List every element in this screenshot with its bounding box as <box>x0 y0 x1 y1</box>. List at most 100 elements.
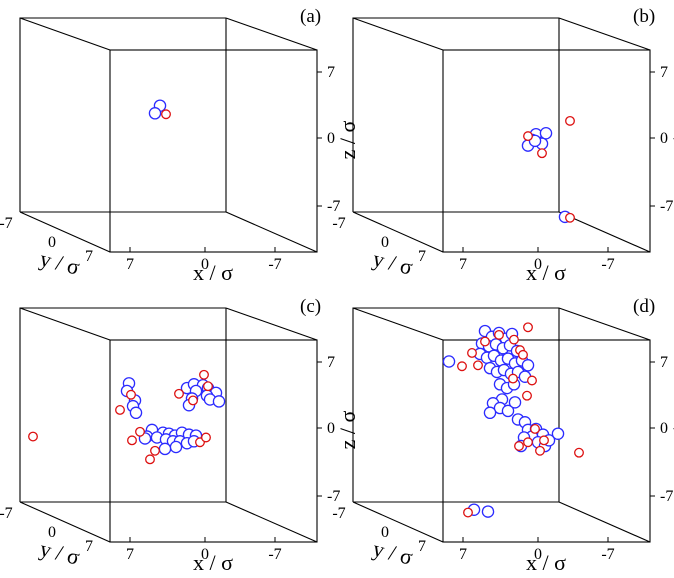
particle-red <box>199 369 209 380</box>
particle-blue <box>148 107 162 120</box>
cube-edge <box>225 501 318 543</box>
y-axis-label: y / σ <box>370 536 415 570</box>
particle-red <box>523 322 533 333</box>
particle-red <box>509 334 519 345</box>
z-tick-label: 7 <box>660 354 668 371</box>
cube-edge <box>352 307 444 341</box>
particle-red <box>115 405 125 415</box>
cube-front-face <box>442 339 651 543</box>
z-tick-label: 7 <box>327 64 335 81</box>
particle-blue <box>169 440 183 454</box>
x-tick-label: -7 <box>601 256 614 273</box>
y-tick-label: -7 <box>332 505 345 522</box>
cube-back-edges <box>352 17 559 212</box>
particle-blue <box>551 427 565 440</box>
z-tick-label: -7 <box>327 488 340 505</box>
particle-blue <box>483 406 497 420</box>
particle-red <box>537 148 547 159</box>
cube-edge <box>19 501 111 543</box>
particle-red <box>530 424 540 434</box>
y-tick-label: 0 <box>381 234 389 251</box>
x-tick-label: 7 <box>126 546 134 563</box>
particle-red <box>463 507 473 518</box>
cube-edge <box>558 17 651 51</box>
particle-red <box>135 426 145 437</box>
cube-edge <box>225 17 318 51</box>
particle-red <box>522 390 532 401</box>
x-tick-label: 0 <box>534 256 542 273</box>
particle-red <box>514 441 524 452</box>
particle-red <box>161 109 171 120</box>
particle-red <box>174 388 184 399</box>
particle-red <box>127 435 137 446</box>
y-axis-label: y / σ <box>37 246 82 280</box>
y-tick-label: 7 <box>85 538 93 555</box>
particle-red <box>535 445 545 456</box>
z-tick-label: -7 <box>660 198 673 215</box>
particle-red <box>574 447 584 458</box>
y-tick-label: -7 <box>332 215 345 232</box>
cube-front-face <box>109 339 318 543</box>
z-tick-label: 0 <box>327 130 335 147</box>
x-tick-label: -7 <box>268 256 281 273</box>
particle-red <box>150 445 160 456</box>
particle-blue <box>442 355 456 368</box>
x-axis-label: x / σ <box>193 260 233 285</box>
particle-red <box>539 435 549 446</box>
y-tick-label: -7 <box>0 505 13 522</box>
cube-edge <box>558 307 651 341</box>
z-tick-label: 7 <box>660 64 668 81</box>
panel-label: (c) <box>300 296 321 317</box>
particle-blue <box>212 395 226 408</box>
particle-red <box>145 454 155 465</box>
particle-red <box>201 432 211 443</box>
particle-blue <box>129 406 143 420</box>
z-tick-label: 0 <box>327 420 335 437</box>
z-axis-label: z / σ <box>668 120 674 159</box>
y-tick-label: 7 <box>85 248 93 265</box>
cube-edge <box>19 211 111 253</box>
particle-red <box>473 360 483 371</box>
x-tick-label: -7 <box>601 546 614 563</box>
cube-edge <box>352 211 444 253</box>
particle-red <box>203 381 213 392</box>
x-tick-label: 0 <box>201 256 209 273</box>
x-tick-label: 7 <box>459 256 467 273</box>
cube-edge <box>352 501 444 543</box>
cube-back-edges <box>352 307 559 502</box>
cube-edge <box>352 17 444 51</box>
cube-edge <box>19 307 111 341</box>
x-axis-label: x / σ <box>193 550 233 575</box>
z-tick-label: 7 <box>327 354 335 371</box>
particle-red <box>565 212 575 223</box>
particle-blue <box>508 396 522 409</box>
y-tick-label: 0 <box>381 524 389 541</box>
particle-blue <box>521 359 535 372</box>
particle-blue <box>158 442 172 456</box>
particle-red <box>188 395 198 406</box>
x-tick-label: 7 <box>459 546 467 563</box>
cube-edge <box>19 17 111 51</box>
particle-blue <box>501 404 515 418</box>
x-axis-label: x / σ <box>526 550 566 575</box>
cube-edge <box>558 501 651 543</box>
particle-blue <box>481 505 495 518</box>
y-tick-label: 7 <box>418 538 426 555</box>
x-axis-label: x / σ <box>526 260 566 285</box>
particle-red <box>527 375 537 386</box>
y-axis-label: y / σ <box>370 246 415 280</box>
z-axis-label: z / σ <box>335 410 360 449</box>
x-tick-label: 0 <box>534 546 542 563</box>
y-tick-label: 0 <box>48 234 56 251</box>
x-tick-label: 0 <box>201 546 209 563</box>
particle-red <box>565 115 575 126</box>
y-tick-label: 0 <box>48 524 56 541</box>
y-tick-label: 7 <box>418 248 426 265</box>
y-axis-label: y / σ <box>37 536 82 570</box>
z-tick-label: 0 <box>660 420 668 437</box>
